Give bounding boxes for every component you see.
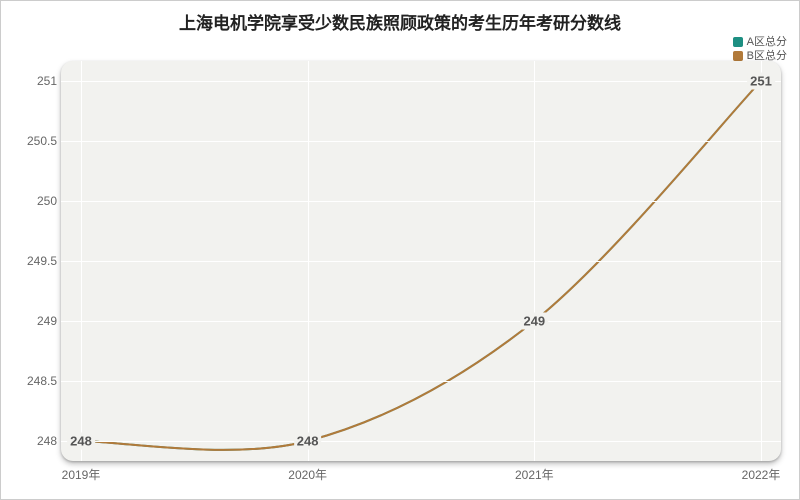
grid-line-vertical <box>534 61 535 461</box>
data-point-label: 249 <box>520 313 548 330</box>
y-tick-label: 250 <box>17 194 57 208</box>
legend-marker-b <box>733 51 743 61</box>
chart-title: 上海电机学院享受少数民族照顾政策的考生历年考研分数线 <box>1 9 799 34</box>
legend-marker-a <box>733 37 743 47</box>
grid-line-horizontal <box>61 321 781 322</box>
plot-area: 248248.5249249.5250250.52512019年2020年202… <box>61 61 781 461</box>
x-tick-label: 2022年 <box>742 466 781 483</box>
grid-line-horizontal <box>61 81 781 82</box>
y-tick-label: 250.5 <box>17 134 57 148</box>
chart-container: 上海电机学院享受少数民族照顾政策的考生历年考研分数线 A区总分 B区总分 248… <box>0 0 800 500</box>
y-tick-label: 248.5 <box>17 374 57 388</box>
y-tick-label: 249.5 <box>17 254 57 268</box>
grid-line-vertical <box>761 61 762 461</box>
chart-legend: A区总分 B区总分 <box>733 35 787 64</box>
x-tick-label: 2019年 <box>62 466 101 483</box>
y-tick-label: 251 <box>17 74 57 88</box>
grid-line-vertical <box>308 61 309 461</box>
x-tick-label: 2021年 <box>515 466 554 483</box>
y-tick-label: 249 <box>17 314 57 328</box>
legend-label-a: A区总分 <box>747 35 787 49</box>
data-point-label: 248 <box>294 433 322 450</box>
legend-item-a: A区总分 <box>733 35 787 49</box>
grid-line-horizontal <box>61 381 781 382</box>
grid-line-horizontal <box>61 441 781 442</box>
x-tick-label: 2020年 <box>288 466 327 483</box>
grid-line-horizontal <box>61 141 781 142</box>
y-tick-label: 248 <box>17 434 57 448</box>
data-point-label: 248 <box>67 433 95 450</box>
grid-line-horizontal <box>61 201 781 202</box>
data-point-label: 251 <box>747 73 775 90</box>
grid-line-horizontal <box>61 261 781 262</box>
series-line-b <box>81 81 761 450</box>
grid-line-vertical <box>81 61 82 461</box>
series-line-a <box>81 81 761 450</box>
